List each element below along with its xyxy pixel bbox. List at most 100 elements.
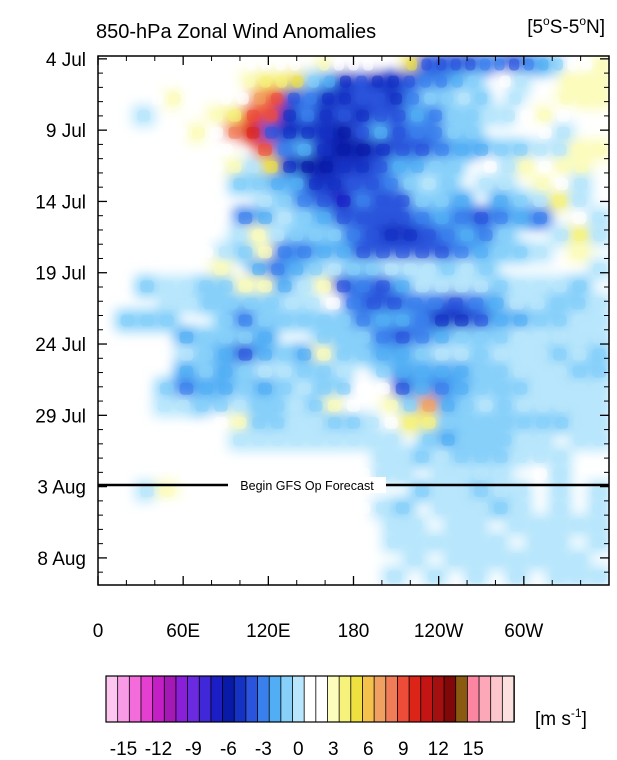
- anomaly-cell: [454, 382, 469, 395]
- anomaly-cell: [538, 126, 552, 139]
- anomaly-cell: [474, 314, 489, 327]
- anomaly-cell: [228, 126, 242, 139]
- anomaly-cell: [264, 297, 279, 310]
- anomaly-cell: [336, 212, 351, 225]
- anomaly-cell: [376, 502, 390, 515]
- anomaly-cell: [395, 468, 410, 481]
- anomaly-cell: [441, 229, 455, 242]
- anomaly-cell: [513, 502, 528, 515]
- anomaly-cell: [376, 246, 390, 259]
- anomaly-cell: [327, 416, 342, 429]
- anomaly-cell: [179, 468, 194, 481]
- anomaly-cell: [454, 348, 469, 361]
- anomaly-cell: [467, 75, 479, 88]
- anomaly-cell: [515, 75, 527, 88]
- anomaly-cell: [159, 314, 174, 327]
- anomaly-cell: [592, 502, 607, 515]
- anomaly-cell: [509, 553, 525, 566]
- anomaly-cell: [319, 126, 333, 139]
- anomaly-cell: [271, 416, 285, 429]
- anomaly-cell: [523, 58, 534, 71]
- anomaly-cell: [429, 126, 443, 139]
- anomaly-cell: [199, 382, 213, 395]
- region-label: [5oS-5oN]: [527, 14, 605, 38]
- colorbar-swatch: [327, 675, 340, 723]
- anomaly-cell: [356, 212, 371, 225]
- anomaly-cell: [159, 502, 174, 515]
- anomaly-cell: [137, 109, 151, 122]
- anomaly-cell: [498, 399, 512, 412]
- anomaly-cell: [140, 314, 155, 327]
- anomaly-cell: [307, 75, 320, 88]
- anomaly-cell: [494, 348, 508, 361]
- colorbar-swatch: [222, 675, 236, 723]
- y-tick-label: 4 Jul: [46, 50, 86, 71]
- anomaly-cell: [509, 570, 525, 583]
- anomaly-cell: [346, 416, 361, 429]
- wind-anomaly-field: [115, 56, 609, 585]
- anomaly-cell: [210, 126, 224, 139]
- anomaly-cell: [435, 348, 449, 361]
- anomaly-cell: [290, 416, 304, 429]
- anomaly-cell: [498, 229, 512, 242]
- anomaly-cell: [304, 92, 317, 105]
- anomaly-cell: [356, 92, 368, 105]
- anomaly-cell: [271, 229, 285, 242]
- anomaly-cell: [424, 92, 437, 105]
- anomaly-cell: [468, 570, 484, 583]
- colorbar-swatch: [431, 675, 445, 723]
- anomaly-cell: [474, 246, 489, 259]
- anomaly-cell: [276, 75, 288, 88]
- anomaly-cell: [199, 331, 213, 344]
- anomaly-cell: [317, 280, 331, 293]
- anomaly-cell: [422, 416, 436, 429]
- anomaly-cell: [572, 280, 587, 293]
- anomaly-cell: [429, 160, 443, 173]
- anomaly-cell: [591, 297, 606, 310]
- anomaly-cell: [271, 433, 285, 446]
- anomaly-cell: [195, 399, 209, 412]
- anomaly-cell: [264, 160, 278, 173]
- anomaly-cell: [151, 92, 164, 105]
- anomaly-cell: [494, 58, 505, 71]
- anomaly-cell: [403, 399, 417, 412]
- anomaly-cell: [264, 126, 278, 139]
- anomaly-cell: [376, 314, 390, 327]
- anomaly-cell: [435, 75, 447, 88]
- colorbar-swatch: [501, 675, 515, 723]
- anomaly-cell: [494, 195, 508, 208]
- anomaly-cell: [560, 92, 573, 105]
- anomaly-cell: [384, 263, 398, 276]
- anomaly-cell: [203, 297, 218, 310]
- anomaly-cell: [483, 109, 497, 122]
- anomaly-cell: [552, 195, 567, 208]
- anomaly-cell: [210, 109, 224, 122]
- anomaly-cell: [297, 314, 312, 327]
- anomaly-cell: [392, 109, 406, 122]
- colorbar-swatch: [187, 675, 201, 723]
- anomaly-cell: [159, 382, 174, 395]
- colorbar-swatch: [140, 675, 154, 723]
- anomaly-cell: [489, 536, 504, 549]
- anomaly-cell: [395, 502, 410, 515]
- anomaly-cell: [140, 280, 155, 293]
- colorbar-swatch: [490, 675, 504, 723]
- anomaly-cell: [395, 348, 410, 361]
- anomaly-cell: [448, 519, 463, 532]
- anomaly-cell: [406, 58, 418, 71]
- anomaly-cell: [390, 92, 403, 105]
- anomaly-cell: [556, 109, 570, 122]
- anomaly-cell: [365, 178, 380, 190]
- anomaly-cell: [421, 58, 432, 71]
- anomaly-cell: [552, 58, 564, 71]
- anomaly-cell: [384, 416, 398, 429]
- anomaly-cell: [441, 433, 455, 446]
- anomaly-cell: [356, 109, 370, 122]
- anomaly-cell: [556, 160, 570, 173]
- anomaly-cell: [552, 314, 567, 327]
- anomaly-cell: [435, 212, 449, 225]
- anomaly-cell: [517, 416, 531, 429]
- anomaly-cell: [479, 416, 493, 429]
- anomaly-cell: [552, 468, 567, 481]
- anomaly-cell: [422, 399, 436, 412]
